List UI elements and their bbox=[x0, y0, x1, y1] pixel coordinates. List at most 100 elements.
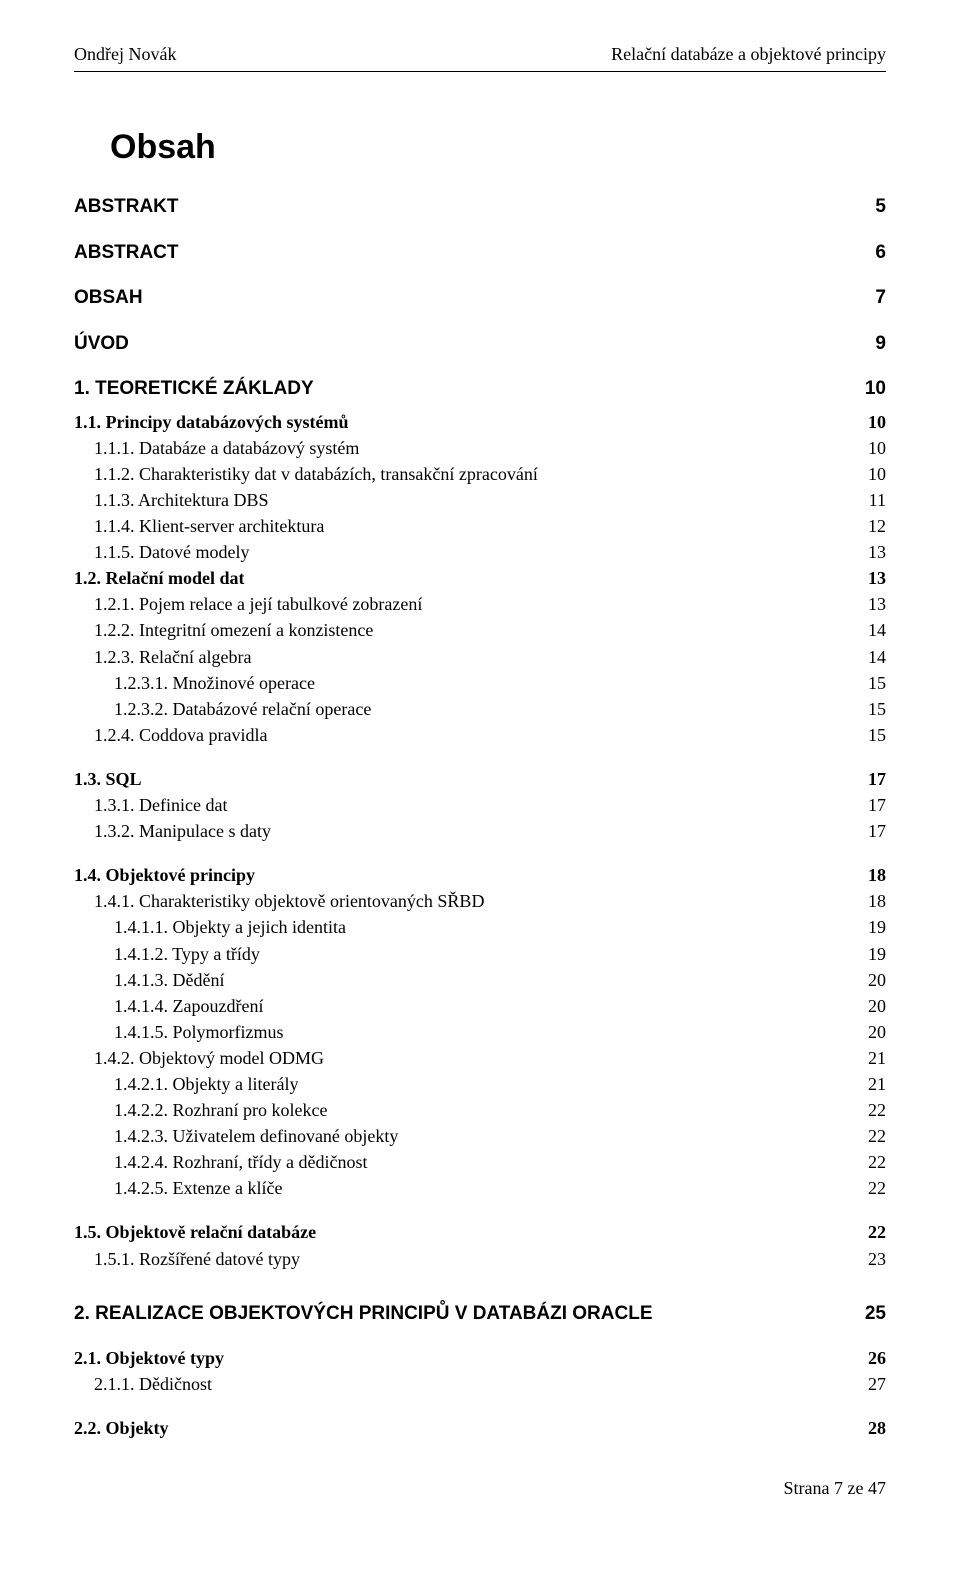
toc-entry: 1.2.1. Pojem relace a její tabulkové zob… bbox=[74, 591, 886, 617]
header-left: Ondřej Novák bbox=[74, 44, 176, 65]
toc-entry-page: 10 bbox=[868, 409, 886, 435]
toc-gap bbox=[74, 357, 886, 375]
toc-entry-page: 22 bbox=[868, 1219, 886, 1245]
toc-entry: 1.2.3.1. Množinové operace 15 bbox=[74, 670, 886, 696]
toc-entry-page: 22 bbox=[868, 1149, 886, 1175]
toc-entry-page: 14 bbox=[868, 617, 886, 643]
page-title: Obsah bbox=[110, 128, 886, 167]
toc-entry: 1.4.1.4. Zapouzdření 20 bbox=[74, 993, 886, 1019]
toc-entry-label: 1.4.1.4. Zapouzdření bbox=[114, 993, 263, 1019]
page: Ondřej Novák Relační databáze a objektov… bbox=[0, 0, 960, 1577]
toc-entry: 1.2.3. Relační algebra 14 bbox=[74, 644, 886, 670]
toc-entry: 1.4. Objektové principy 18 bbox=[74, 862, 886, 888]
toc-entry: 1. TEORETICKÉ ZÁKLADY 10 bbox=[74, 375, 886, 403]
toc-entry-label: 1.4.2.5. Extenze a klíče bbox=[114, 1175, 282, 1201]
toc-entry-label: 1. TEORETICKÉ ZÁKLADY bbox=[74, 375, 314, 403]
toc-entry-page: 12 bbox=[868, 513, 886, 539]
toc-gap bbox=[74, 266, 886, 284]
toc-entry: 1.1.3. Architektura DBS 11 bbox=[74, 487, 886, 513]
toc-entry-page: 27 bbox=[868, 1371, 886, 1397]
toc-gap bbox=[74, 312, 886, 330]
toc-entry-label: 1.2.1. Pojem relace a její tabulkové zob… bbox=[94, 591, 422, 617]
toc-entry-page: 19 bbox=[868, 914, 886, 940]
toc-entry-label: 2.1. Objektové typy bbox=[74, 1345, 224, 1371]
toc-entry-page: 18 bbox=[868, 862, 886, 888]
toc-entry: ABSTRAKT 5 bbox=[74, 193, 886, 221]
toc-entry: 1.5. Objektově relační databáze 22 bbox=[74, 1219, 886, 1245]
toc-entry: ABSTRACT 6 bbox=[74, 239, 886, 267]
toc-entry-page: 20 bbox=[868, 967, 886, 993]
toc-entry: 1.2. Relační model dat 13 bbox=[74, 565, 886, 591]
toc-entry-label: 1.4.2.3. Uživatelem definované objekty bbox=[114, 1123, 398, 1149]
toc-entry-label: OBSAH bbox=[74, 284, 143, 312]
toc-entry-label: 1.4.1.3. Dědění bbox=[114, 967, 224, 993]
toc-gap bbox=[74, 1327, 886, 1345]
toc-entry-page: 15 bbox=[868, 696, 886, 722]
toc-gap bbox=[74, 748, 886, 766]
toc-entry-label: 1.1.2. Charakteristiky dat v databázích,… bbox=[94, 461, 538, 487]
toc-entry-label: 1.3.2. Manipulace s daty bbox=[94, 818, 271, 844]
toc-entry: 1.2.4. Coddova pravidla 15 bbox=[74, 722, 886, 748]
toc-entry-label: 1.4.1.2. Typy a třídy bbox=[114, 941, 260, 967]
toc-entry: 1.4.1. Charakteristiky objektově oriento… bbox=[74, 888, 886, 914]
toc-gap bbox=[74, 1272, 886, 1300]
toc-entry-label: 1.1. Principy databázových systémů bbox=[74, 409, 349, 435]
toc-entry-label: 1.2.3.1. Množinové operace bbox=[114, 670, 315, 696]
toc-entry-page: 23 bbox=[868, 1246, 886, 1272]
toc-entry: 1.4.1.1. Objekty a jejich identita 19 bbox=[74, 914, 886, 940]
toc-entry-label: 1.5.1. Rozšířené datové typy bbox=[94, 1246, 300, 1272]
toc-entry-page: 17 bbox=[868, 792, 886, 818]
toc-entry-page: 10 bbox=[865, 375, 886, 403]
toc-entry-label: 1.2. Relační model dat bbox=[74, 565, 245, 591]
toc-entry-page: 13 bbox=[868, 591, 886, 617]
toc-entry: 1.4.1.2. Typy a třídy 19 bbox=[74, 941, 886, 967]
toc-entry-label: 1.4.1.1. Objekty a jejich identita bbox=[114, 914, 346, 940]
toc-entry-label: 1.4.1. Charakteristiky objektově oriento… bbox=[94, 888, 484, 914]
toc-gap bbox=[74, 221, 886, 239]
toc-entry: 1.4.2. Objektový model ODMG 21 bbox=[74, 1045, 886, 1071]
toc-entry-page: 11 bbox=[869, 487, 886, 513]
table-of-contents: ABSTRAKT 5 ABSTRACT 6 OBSAH 7 ÚVOD 9 1. TEOR… bbox=[74, 193, 886, 1441]
toc-entry-label: 1.2.2. Integritní omezení a konzistence bbox=[94, 617, 373, 643]
toc-entry-label: 1.3.1. Definice dat bbox=[94, 792, 227, 818]
toc-entry-page: 10 bbox=[868, 461, 886, 487]
toc-entry-label: 1.4.1.5. Polymorfizmus bbox=[114, 1019, 284, 1045]
toc-entry: 1.4.1.3. Dědění 20 bbox=[74, 967, 886, 993]
toc-gap bbox=[74, 1201, 886, 1219]
toc-entry-page: 22 bbox=[868, 1097, 886, 1123]
toc-entry: 2.2. Objekty 28 bbox=[74, 1415, 886, 1441]
toc-entry-label: 2.2. Objekty bbox=[74, 1415, 169, 1441]
toc-entry-label: 1.2.3.2. Databázové relační operace bbox=[114, 696, 371, 722]
toc-entry-label: 1.5. Objektově relační databáze bbox=[74, 1219, 316, 1245]
toc-entry-page: 18 bbox=[868, 888, 886, 914]
toc-entry: 1.4.1.5. Polymorfizmus 20 bbox=[74, 1019, 886, 1045]
toc-entry-label: 1.4.2. Objektový model ODMG bbox=[94, 1045, 324, 1071]
toc-entry-label: 1.4.2.1. Objekty a literály bbox=[114, 1071, 298, 1097]
toc-entry: 1.1.5. Datové modely 13 bbox=[74, 539, 886, 565]
toc-entry-page: 20 bbox=[868, 993, 886, 1019]
toc-entry: 2.1.1. Dědičnost 27 bbox=[74, 1371, 886, 1397]
toc-entry-page: 22 bbox=[868, 1123, 886, 1149]
toc-entry-label: 1.1.5. Datové modely bbox=[94, 539, 249, 565]
toc-entry-page: 15 bbox=[868, 670, 886, 696]
toc-entry-page: 19 bbox=[868, 941, 886, 967]
toc-entry-page: 21 bbox=[868, 1071, 886, 1097]
toc-entry: 1.1. Principy databázových systémů 10 bbox=[74, 409, 886, 435]
toc-entry: 2.1. Objektové typy 26 bbox=[74, 1345, 886, 1371]
toc-entry-label: 2. REALIZACE OBJEKTOVÝCH PRINCIPŮ V DATA… bbox=[74, 1300, 653, 1328]
toc-entry: ÚVOD 9 bbox=[74, 330, 886, 358]
toc-entry-page: 13 bbox=[868, 565, 886, 591]
toc-entry-label: 1.1.1. Databáze a databázový systém bbox=[94, 435, 359, 461]
toc-entry-label: 2.1.1. Dědičnost bbox=[94, 1371, 212, 1397]
toc-entry-page: 15 bbox=[868, 722, 886, 748]
toc-entry-label: 1.1.4. Klient-server architektura bbox=[94, 513, 324, 539]
toc-entry-label: ÚVOD bbox=[74, 330, 129, 358]
toc-entry: 1.3.2. Manipulace s daty 17 bbox=[74, 818, 886, 844]
header-rule bbox=[74, 71, 886, 72]
toc-gap bbox=[74, 844, 886, 862]
toc-entry-page: 5 bbox=[875, 193, 886, 221]
toc-entry-page: 7 bbox=[875, 284, 886, 312]
toc-entry-page: 22 bbox=[868, 1175, 886, 1201]
toc-entry: 1.2.3.2. Databázové relační operace 15 bbox=[74, 696, 886, 722]
toc-entry-page: 17 bbox=[868, 766, 886, 792]
